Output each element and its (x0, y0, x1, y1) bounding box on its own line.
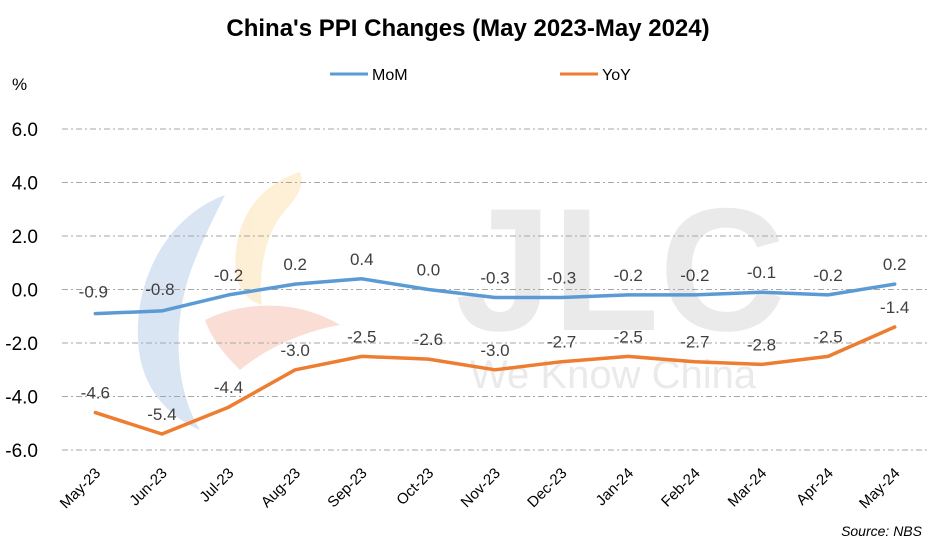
y-tick-label: 2.0 (12, 227, 38, 248)
y-axis-unit: % (12, 75, 27, 94)
watermark-swoosh-red (205, 305, 340, 370)
legend-label-mom: MoM (372, 67, 408, 84)
data-label-yoy: -2.5 (347, 327, 376, 346)
legend: MoM YoY (330, 67, 631, 84)
x-tick-label: Jan-24 (593, 465, 637, 509)
data-label-yoy: -5.4 (147, 405, 176, 424)
data-label-yoy: -3.0 (480, 341, 509, 360)
data-label-yoy: -2.8 (747, 335, 776, 354)
watermark-logo-text: JLC (455, 173, 786, 368)
x-tick-label: Jun-23 (126, 465, 170, 509)
watermark-swoosh-yellow (235, 172, 302, 305)
legend-label-yoy: YoY (602, 67, 631, 84)
data-label-yoy: -4.6 (81, 384, 110, 403)
x-tick-label: Apr-24 (793, 465, 837, 509)
data-label-mom: -0.2 (680, 266, 709, 285)
watermark-tagline: We Know China (470, 353, 757, 397)
x-tick-label: Oct-23 (393, 465, 437, 509)
data-label-mom: -0.1 (747, 263, 776, 282)
x-tick-label: Aug-23 (258, 465, 304, 511)
series-line-yoy (93, 325, 897, 436)
data-label-yoy: -1.4 (880, 298, 909, 317)
y-tick-label: 6.0 (12, 120, 38, 141)
data-label-mom: -0.9 (79, 283, 108, 302)
data-label-yoy: -2.7 (547, 333, 576, 352)
data-label-yoy: -2.6 (414, 330, 443, 349)
x-tick-label: Mar-24 (725, 465, 771, 511)
data-label-mom: -0.2 (813, 266, 842, 285)
series-line-mom (93, 277, 897, 316)
data-label-yoy: -4.4 (214, 378, 243, 397)
data-label-mom: -0.2 (614, 266, 643, 285)
source-note: Source: NBS (841, 523, 923, 539)
y-axis-ticks: 6.0 4.0 2.0 0.0 -2.0 -4.0 -6.0 (5, 120, 38, 462)
y-tick-label: 0.0 (12, 281, 38, 302)
x-tick-label: May-24 (856, 465, 903, 512)
x-axis-ticks: May-23 Jun-23 Jul-23 Aug-23 Sep-23 Oct-23 Nov-… (57, 465, 904, 512)
x-tick-label: Feb-24 (658, 465, 704, 511)
data-label-mom: 0.0 (417, 261, 441, 280)
x-tick-label: Dec-23 (524, 465, 570, 511)
y-tick-label: 4.0 (12, 174, 38, 195)
data-labels: -0.9 -0.8 -0.2 0.2 0.4 0.0 -0.3 -0.3 -0.2 -0.2 -0.… (79, 250, 910, 424)
data-label-yoy: -2.5 (813, 327, 842, 346)
watermark-swoosh-blue (137, 195, 225, 430)
series-lines (93, 277, 897, 436)
chart-title: China's PPI Changes (May 2023-May 2024) (226, 15, 709, 42)
watermark: JLC We Know China (137, 172, 786, 430)
gridlines (62, 128, 928, 451)
data-label-yoy: -3.0 (281, 341, 310, 360)
data-label-yoy: -2.5 (614, 327, 643, 346)
data-label-mom: -0.8 (145, 280, 174, 299)
data-label-yoy: -2.7 (680, 333, 709, 352)
data-label-mom: -0.3 (480, 269, 509, 288)
x-tick-label: Jul-23 (196, 465, 237, 506)
data-label-mom: 0.4 (350, 250, 374, 269)
data-label-mom: 0.2 (283, 255, 307, 274)
data-label-mom: 0.2 (883, 255, 907, 274)
data-label-mom: -0.2 (214, 266, 243, 285)
y-tick-label: -2.0 (5, 334, 38, 355)
y-tick-label: -4.0 (5, 388, 38, 409)
x-tick-label: Nov-23 (458, 465, 504, 511)
data-label-mom: -0.3 (547, 269, 576, 288)
x-tick-label: Sep-23 (324, 465, 370, 511)
x-tick-label: May-23 (57, 465, 104, 512)
y-tick-label: -6.0 (5, 441, 38, 462)
